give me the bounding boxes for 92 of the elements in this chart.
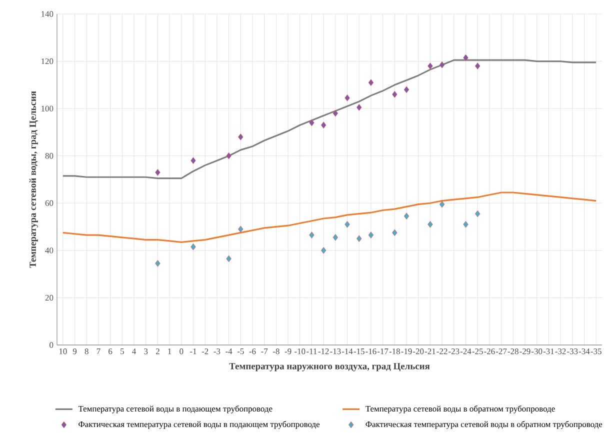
point [392, 91, 398, 98]
y-tick-label: 100 [42, 106, 54, 112]
y-tick-label: 20 [45, 295, 54, 301]
x-tick-label: -2 [202, 348, 208, 354]
point [309, 120, 314, 126]
point [428, 221, 433, 228]
x-tick-label: -19 [401, 348, 412, 354]
x-tick-label: -33 [567, 348, 578, 354]
y-tick-label: 140 [42, 11, 54, 18]
point [463, 54, 468, 62]
x-tick-label: -29 [520, 348, 530, 354]
y-tick-label: 40 [45, 248, 54, 254]
point [238, 134, 244, 141]
x-tick-label: 6 [108, 348, 112, 354]
point [226, 256, 232, 262]
legend-label: Температура сетевой воды в подающем трубопроводе [78, 406, 272, 414]
x-tick-label: -30 [532, 348, 542, 354]
x-tick-label: -12 [318, 348, 329, 354]
x-tick-label: -1 [190, 348, 196, 354]
x-tick-label: -11 [306, 348, 317, 354]
point [392, 230, 398, 236]
x-tick-label: -15 [354, 348, 364, 354]
point [344, 94, 350, 102]
point [332, 110, 338, 117]
x-tick-label: -16 [366, 348, 376, 354]
x-tick-label: -9 [284, 348, 292, 354]
x-tick-label: 0 [180, 348, 184, 354]
x-tick-label: -23 [448, 348, 460, 354]
x-tick-label: -17 [377, 348, 388, 354]
x-tick-label: -3 [214, 348, 220, 354]
point [356, 235, 362, 242]
point [190, 157, 196, 164]
x-tick-label: -18 [389, 348, 400, 354]
x-tick-label: 8 [84, 348, 88, 354]
point [155, 260, 160, 268]
point [190, 244, 196, 251]
x-tick-label: -6 [249, 348, 256, 354]
point [238, 226, 244, 233]
x-tick-label: 10 [59, 348, 67, 354]
x-tick-label: 7 [96, 348, 100, 354]
point [368, 79, 374, 86]
x-tick-label: 2 [156, 348, 160, 354]
y-tick-label: 80 [45, 153, 54, 159]
x-tick-label: 5 [120, 348, 124, 354]
point [404, 212, 410, 220]
x-tick-label: -4 [226, 348, 232, 354]
point [475, 62, 480, 70]
x-tick-label: -35 [590, 348, 602, 354]
point [368, 232, 374, 239]
x-tick-label: -21 [424, 348, 436, 354]
x-tick-label: -20 [413, 348, 424, 354]
point [309, 232, 314, 239]
x-tick-label: -24 [460, 348, 472, 354]
point [332, 234, 338, 242]
y-tick-label: 120 [42, 58, 54, 64]
point [344, 221, 350, 228]
x-tick-label: 9 [72, 348, 77, 354]
x-tick-label: -32 [555, 348, 566, 354]
point [320, 247, 326, 254]
point [428, 62, 433, 70]
point [404, 86, 410, 94]
point [439, 201, 445, 208]
x-tick-label: 4 [132, 348, 136, 354]
x-tick-label: -8 [272, 348, 280, 354]
point [439, 62, 445, 68]
point [463, 221, 468, 228]
point [320, 122, 326, 129]
x-tick-label: -34 [578, 348, 590, 354]
x-axis-title: Температура наружного воздуха, град Цельсия [229, 363, 430, 372]
x-tick-label: -31 [543, 348, 554, 354]
point [475, 210, 480, 218]
y-tick-label: 60 [45, 200, 54, 206]
x-tick-label: -5 [237, 348, 244, 354]
x-tick-label: -7 [261, 348, 268, 354]
point [155, 169, 160, 176]
x-tick-label: -10 [294, 348, 306, 354]
legend-label: Температура сетевой воды в обратном трубопроводе [366, 406, 555, 414]
x-tick-label: -22 [436, 348, 448, 354]
x-tick-label: -28 [508, 348, 518, 354]
x-tick-label: -13 [330, 348, 341, 354]
x-tick-label: 1 [168, 348, 172, 354]
legend-label: Фактическая температура сетевой воды в обратном трубопроводе [366, 421, 602, 430]
point [356, 104, 362, 112]
y-tick-label: 0 [50, 342, 54, 348]
x-tick-label: -25 [472, 348, 483, 354]
x-tick-label: -26 [484, 348, 495, 354]
y-axis-title: Температура сетевой воды, град Цельсия [29, 91, 38, 268]
x-tick-label: -27 [496, 348, 507, 354]
point [226, 152, 232, 160]
x-tick-label: -14 [342, 348, 353, 354]
legend-label: Фактическая температура сетевой воды в подающем трубопроводе [78, 421, 320, 430]
x-tick-label: 3 [144, 348, 148, 354]
